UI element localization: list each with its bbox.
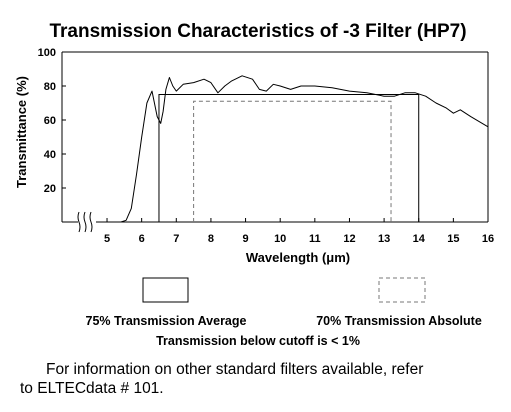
x-axis-label: Wavelength (μm): [246, 250, 350, 265]
x-tick-label: 12: [343, 233, 355, 245]
axis-break-mark: [83, 211, 87, 233]
legend-average-label: 75% Transmission Average: [86, 314, 247, 328]
y-axis-label: Transmittance (%): [14, 76, 29, 188]
x-tick-label: 16: [482, 233, 494, 245]
axis-break-mark: [77, 211, 81, 233]
x-tick-label: 15: [447, 233, 459, 245]
average-transmission-box: [158, 94, 420, 222]
y-tick-label: 80: [44, 81, 56, 93]
footer-line-2: to ELTECdata # 101.: [20, 380, 164, 397]
footer-line-1: For information on other standard filter…: [46, 361, 424, 378]
plot-area: 20 40 60 80 100 5 6 7 8 9 10 11 12 13 14 15 16: [38, 47, 494, 245]
x-tick-label: 5: [104, 233, 110, 245]
y-tick-label: 40: [44, 149, 56, 161]
y-tick-label: 100: [38, 47, 56, 59]
y-tick-label: 60: [44, 115, 56, 127]
x-tick-label: 9: [242, 233, 248, 245]
y-tick-label: 20: [44, 183, 56, 195]
x-tick-label: 13: [378, 233, 390, 245]
transmittance-curve: [120, 75, 489, 223]
x-tick-label: 8: [208, 233, 214, 245]
chart: Transmission Characteristics of -3 Filte…: [14, 21, 494, 348]
legend-average-swatch: [142, 277, 189, 303]
legend-absolute-swatch: [378, 277, 426, 303]
cutoff-note: Transmission below cutoff is < 1%: [156, 334, 360, 348]
x-tick-label: 7: [173, 233, 179, 245]
absolute-transmission-box: [193, 100, 392, 222]
legend-absolute-label: 70% Transmission Absolute: [316, 314, 482, 328]
chart-title: Transmission Characteristics of -3 Filte…: [49, 21, 466, 42]
x-tick-label: 14: [413, 233, 426, 245]
x-tick-label: 6: [139, 233, 145, 245]
axis-break-mark: [89, 211, 93, 233]
footer-note: For information on other standard filter…: [20, 360, 500, 398]
x-tick-label: 10: [274, 233, 286, 245]
x-tick-label: 11: [309, 233, 321, 245]
